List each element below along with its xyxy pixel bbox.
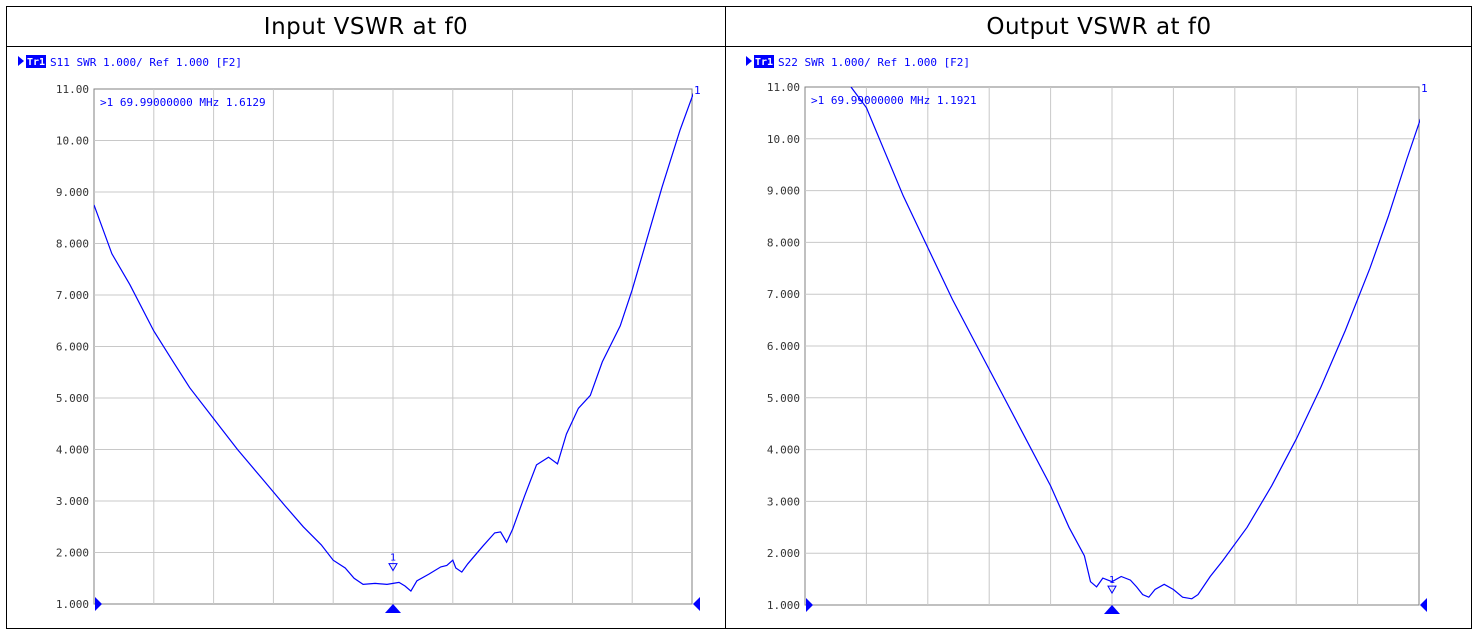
trace-end-label: 1 bbox=[694, 84, 701, 97]
y-tick-label: 11.00 bbox=[767, 81, 800, 94]
reference-right-marker-icon bbox=[693, 597, 700, 611]
input-vswr-plot: Tr1 S11 SWR 1.000/ Ref 1.000 [F2] 11.00 10.… bbox=[18, 55, 701, 613]
header-divider bbox=[7, 46, 1471, 47]
trace-tag-label: Tr1 bbox=[755, 57, 773, 68]
trace-status-line: S11 SWR 1.000/ Ref 1.000 [F2] bbox=[50, 56, 242, 69]
y-tick-label: 3.000 bbox=[767, 495, 800, 508]
y-tick-label: 9.000 bbox=[56, 186, 89, 199]
y-tick-label: 2.000 bbox=[56, 547, 89, 560]
y-tick-label: 7.000 bbox=[56, 289, 89, 302]
y-tick-label: 4.000 bbox=[767, 444, 800, 457]
trace-marker-icon bbox=[1107, 585, 1117, 595]
y-tick-label: 11.00 bbox=[56, 83, 89, 96]
stimulus-marker-icon bbox=[1104, 605, 1120, 614]
reference-right-marker-icon bbox=[1420, 598, 1427, 612]
y-tick-label: 6.000 bbox=[767, 340, 800, 353]
y-tick-label: 4.000 bbox=[56, 444, 89, 457]
trace-pointer-icon bbox=[746, 56, 752, 66]
figure-frame: Input VSWR at f0 Output VSWR at f0 bbox=[6, 6, 1472, 629]
y-tick-label: 7.000 bbox=[767, 288, 800, 301]
trace-marker-icon bbox=[388, 563, 398, 572]
trace-status-line: S22 SWR 1.000/ Ref 1.000 [F2] bbox=[778, 56, 970, 69]
marker-readout: >1 69.99000000 MHz 1.6129 bbox=[100, 96, 266, 109]
y-tick-label: 1.000 bbox=[56, 598, 89, 611]
trace-pointer-icon bbox=[18, 56, 24, 66]
swr-trace-line bbox=[850, 87, 1420, 600]
y-tick-label: 8.000 bbox=[767, 236, 800, 249]
y-tick-label: 9.000 bbox=[767, 185, 800, 198]
y-tick-label: 3.000 bbox=[56, 495, 89, 508]
trace-tag-label: Tr1 bbox=[27, 57, 45, 68]
reference-left-marker-icon bbox=[95, 597, 102, 611]
y-tick-label: 5.000 bbox=[767, 392, 800, 405]
trace-tag-box bbox=[26, 55, 46, 68]
y-tick-label: 8.000 bbox=[56, 238, 89, 251]
reference-left-marker-icon bbox=[806, 598, 813, 612]
stimulus-marker-icon bbox=[385, 604, 401, 613]
y-tick-label: 10.00 bbox=[767, 133, 800, 146]
output-vswr-plot: Tr1 S22 SWR 1.000/ Ref 1.000 [F2] 11.00 10.… bbox=[746, 55, 1428, 614]
y-tick-label: 6.000 bbox=[56, 341, 89, 354]
chart-title-input: Input VSWR at f0 bbox=[263, 13, 469, 40]
swr-trace-line bbox=[94, 92, 693, 593]
y-tick-label: 1.000 bbox=[767, 599, 800, 612]
marker-readout: >1 69.99000000 MHz 1.1921 bbox=[811, 94, 977, 107]
trace-marker-label: 1 bbox=[1109, 575, 1115, 586]
y-tick-label: 10.00 bbox=[56, 135, 89, 148]
y-tick-label: 2.000 bbox=[767, 547, 800, 560]
trace-marker-label: 1 bbox=[390, 553, 396, 564]
chart-title-output: Output VSWR at f0 bbox=[986, 13, 1212, 40]
column-divider bbox=[725, 7, 726, 628]
trace-tag-box bbox=[754, 55, 774, 68]
y-tick-label: 5.000 bbox=[56, 392, 89, 405]
trace-end-label: 1 bbox=[1421, 82, 1428, 95]
